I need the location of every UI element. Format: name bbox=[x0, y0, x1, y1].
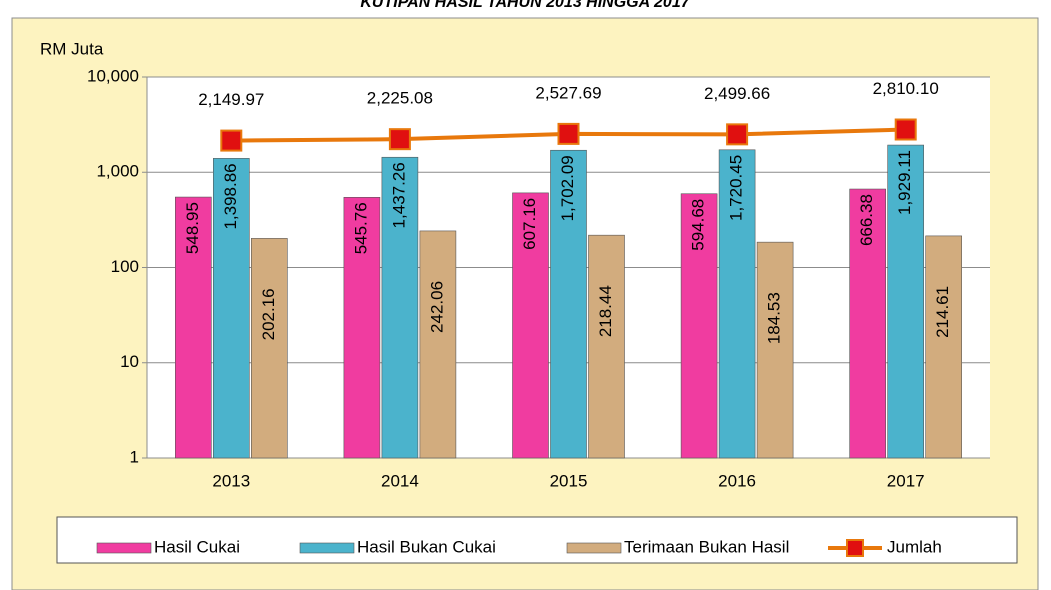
bar bbox=[343, 197, 381, 459]
legend-label: Hasil Cukai bbox=[154, 537, 240, 556]
marker bbox=[220, 129, 243, 152]
marker bbox=[726, 123, 749, 146]
data-label: 2,499.66 bbox=[704, 84, 770, 103]
legend-swatch bbox=[299, 542, 355, 554]
bar bbox=[718, 149, 756, 459]
legend-label: Hasil Bukan Cukai bbox=[357, 537, 496, 556]
bar bbox=[756, 241, 794, 459]
y-tick-label: 10,000 bbox=[87, 66, 139, 85]
x-tick-label: 2017 bbox=[887, 471, 925, 490]
bar bbox=[419, 230, 457, 459]
marker bbox=[894, 118, 917, 141]
legend-swatch bbox=[96, 542, 152, 554]
data-label: 1,720.45 bbox=[727, 155, 746, 221]
data-label: 548.95 bbox=[183, 202, 202, 254]
data-label: 2,149.97 bbox=[198, 90, 264, 109]
y-tick-label: 1 bbox=[130, 447, 139, 466]
legend-marker bbox=[846, 539, 864, 557]
y-axis-label: RM Juta bbox=[40, 39, 104, 58]
bar bbox=[175, 196, 212, 459]
bar bbox=[213, 158, 250, 459]
data-label: 2,810.10 bbox=[873, 79, 939, 98]
data-label: 184.53 bbox=[765, 292, 784, 344]
data-label: 202.16 bbox=[259, 288, 278, 340]
bar bbox=[887, 144, 925, 459]
marker bbox=[557, 122, 580, 145]
data-label: 2,225.08 bbox=[367, 89, 433, 108]
data-label: 594.68 bbox=[689, 199, 708, 251]
bar bbox=[251, 238, 288, 459]
data-label: 1,437.26 bbox=[389, 162, 408, 228]
legend-label: Jumlah bbox=[887, 537, 942, 556]
bar bbox=[680, 193, 718, 459]
data-label: 242.06 bbox=[427, 281, 446, 333]
bar bbox=[849, 188, 887, 459]
y-tick-label: 100 bbox=[111, 257, 139, 276]
data-label: 545.76 bbox=[351, 202, 370, 254]
data-label: 666.38 bbox=[857, 194, 876, 246]
data-label: 214.61 bbox=[933, 286, 952, 338]
bar bbox=[925, 235, 963, 459]
y-tick-label: 10 bbox=[120, 352, 139, 371]
data-label: 607.16 bbox=[520, 198, 539, 250]
y-tick-label: 1,000 bbox=[96, 162, 139, 181]
bar bbox=[588, 234, 625, 459]
legend-swatch bbox=[566, 542, 622, 554]
bar bbox=[381, 156, 419, 459]
legend-label: Terimaan Bukan Hasil bbox=[624, 537, 789, 556]
data-label: 1,702.09 bbox=[558, 155, 577, 221]
marker bbox=[388, 128, 411, 151]
bar bbox=[550, 149, 587, 459]
chart-title: KUTIPAN HASIL TAHUN 2013 HINGGA 2017 bbox=[360, 0, 690, 11]
x-tick-label: 2013 bbox=[212, 471, 250, 490]
data-label: 218.44 bbox=[596, 285, 615, 337]
data-label: 2,527.69 bbox=[535, 83, 601, 102]
x-tick-label: 2015 bbox=[550, 471, 588, 490]
data-label: 1,929.11 bbox=[895, 150, 914, 215]
data-label: 1,398.86 bbox=[221, 163, 240, 229]
bar bbox=[512, 192, 549, 459]
x-tick-label: 2016 bbox=[718, 471, 756, 490]
x-tick-label: 2014 bbox=[381, 471, 419, 490]
